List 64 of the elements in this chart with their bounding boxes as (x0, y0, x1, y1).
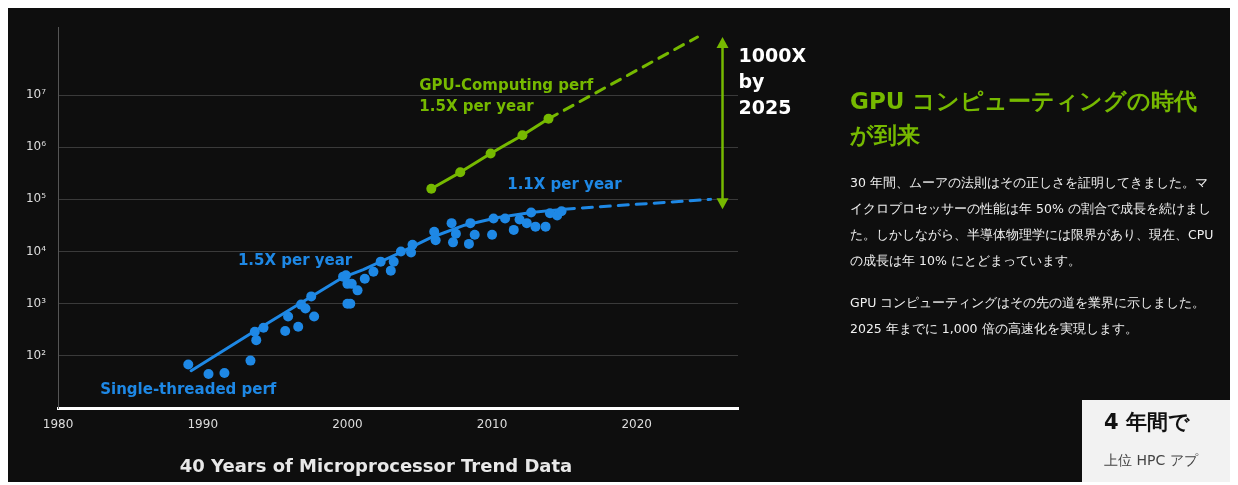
point (283, 311, 294, 322)
point (530, 221, 541, 232)
point (258, 322, 269, 333)
point (251, 335, 262, 346)
point (203, 368, 214, 379)
point (430, 235, 441, 246)
x-tick-label: 1990 (187, 417, 219, 432)
annotation: 1000X by 2025 (738, 43, 807, 118)
text: GPU コンピューティングの時代が到来 (850, 87, 1199, 150)
point (485, 148, 496, 159)
point (455, 167, 466, 178)
point (540, 221, 551, 232)
point (446, 218, 457, 229)
y-tick-label: 10⁵ (25, 191, 47, 206)
x-tick-label: 1980 (42, 417, 74, 432)
point (306, 291, 317, 302)
x-tick-label: 2010 (476, 417, 508, 432)
point (465, 218, 476, 229)
point (375, 256, 386, 267)
point (488, 213, 499, 224)
point (429, 226, 440, 237)
y-tick-label: 10³ (25, 295, 47, 310)
x-tick-label: 2000 (332, 417, 363, 432)
point (487, 229, 498, 240)
point (300, 303, 311, 314)
point (463, 238, 474, 249)
point (395, 246, 406, 257)
text: 4 年間で (1104, 409, 1191, 436)
series-label: 1.5X per year (237, 251, 353, 270)
point (245, 355, 256, 366)
point (385, 265, 396, 276)
series-label: Single-threaded perf (100, 380, 277, 399)
point (556, 206, 567, 217)
y-tick-label: 10⁶ (25, 139, 47, 154)
point (388, 256, 399, 267)
text: 30 年間、ムーアの法則はその正しさを証明してきました。マイクロプロセッサーの性能は年 50% の割合で成長を続けました。しかしながら、半導体物理学には限界があり、現在、CPU の成長は年 10% にとどまっています。 (850, 174, 1215, 270)
point (309, 311, 320, 322)
point (407, 239, 418, 250)
point (448, 237, 459, 248)
point (543, 113, 554, 124)
x-tick-label: 2020 (621, 417, 653, 432)
point (526, 207, 537, 218)
point (469, 229, 480, 240)
text: GPU-Computing perf 1.5X per year (419, 76, 594, 116)
point (183, 359, 194, 370)
text: 40 Years of Microprocessor Trend Data (179, 454, 573, 476)
point (426, 183, 437, 194)
y-tick-label: 10⁷ (25, 87, 47, 102)
point (450, 228, 461, 239)
point (280, 325, 291, 336)
y-tick-label: 10² (25, 347, 47, 362)
point (517, 130, 528, 141)
text: GPU コンピューティングはその先の道を業界に示しました。2025 年までに 1,000 倍の高速化を実現します。 (850, 294, 1207, 338)
point (352, 285, 363, 296)
point (500, 213, 511, 224)
series-label: 1.1X per year (507, 175, 623, 194)
point (359, 273, 370, 284)
point (293, 321, 304, 332)
point (219, 367, 230, 378)
point (521, 218, 532, 229)
text: 上位 HPC アプ (1104, 452, 1200, 470)
point (368, 266, 379, 277)
point (508, 224, 519, 235)
y-tick-label: 10⁴ (25, 243, 47, 258)
